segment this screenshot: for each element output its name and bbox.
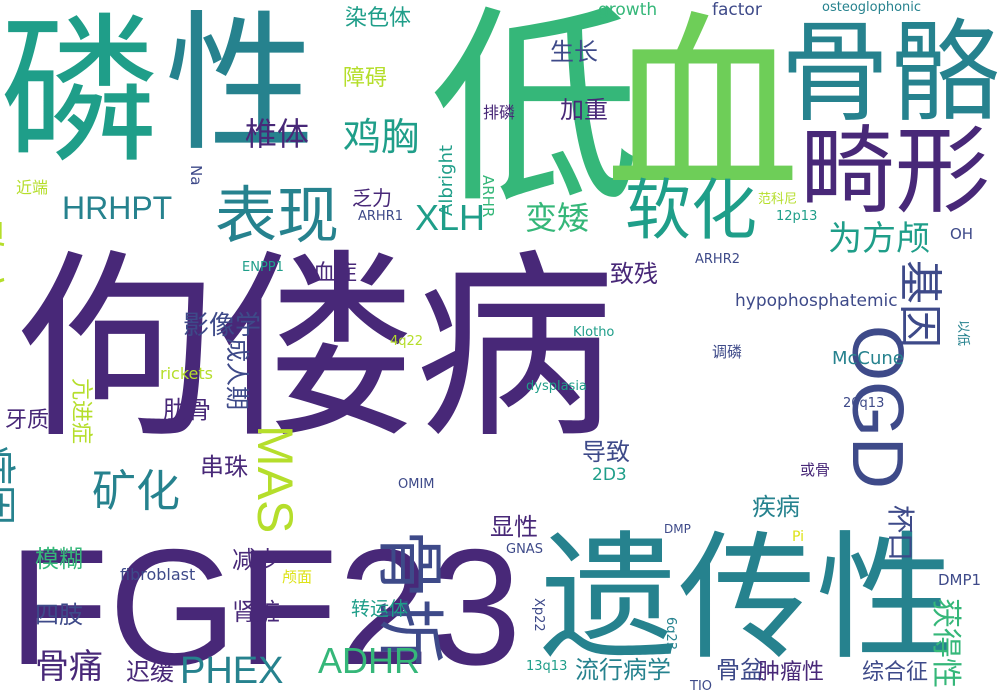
word-显性: 显性 bbox=[490, 513, 538, 541]
word-串珠: 串珠 bbox=[200, 453, 248, 481]
word-成人期: 成人期 bbox=[223, 338, 251, 410]
word-Klotho: Klotho bbox=[573, 325, 615, 340]
word-Pi: Pi bbox=[792, 529, 805, 545]
word-矿化: 矿化 bbox=[92, 466, 180, 517]
word-亢进症: 亢进症 bbox=[68, 378, 93, 445]
word-DMP: DMP bbox=[664, 522, 691, 536]
word-范科尼: 范科尼 bbox=[758, 192, 798, 207]
word-病因: 病因 bbox=[0, 445, 18, 525]
word-fibroblast: fibroblast bbox=[120, 565, 196, 584]
word-ENPP1: ENPP1 bbox=[242, 260, 284, 275]
word-以低: 以低 bbox=[955, 320, 970, 347]
word-肿瘤性: 肿瘤性 bbox=[758, 660, 825, 685]
word-4q22: 4q22 bbox=[390, 334, 424, 349]
word-致病: 致病 bbox=[0, 220, 7, 297]
word-hypophosphatemic: hypophosphatemic bbox=[735, 291, 898, 311]
word-MAS: MAS bbox=[247, 425, 303, 534]
word-血: 血 bbox=[605, 0, 800, 221]
word-迟缓: 迟缓 bbox=[126, 658, 174, 686]
word-表现: 表现 bbox=[215, 179, 340, 252]
word-流行病学: 流行病学 bbox=[575, 656, 671, 684]
word-软化: 软化 bbox=[625, 172, 757, 249]
word-生长: 生长 bbox=[550, 38, 598, 66]
word-遗传性: 遗传性 bbox=[540, 518, 955, 679]
word-或骨: 或骨 bbox=[800, 461, 831, 479]
word-骨盆: 骨盆 bbox=[716, 656, 764, 684]
word-血症: 血症 bbox=[313, 261, 358, 286]
word-导致: 导致 bbox=[582, 438, 630, 466]
word-性: 性 bbox=[165, 0, 316, 172]
word-牙质: 牙质 bbox=[5, 408, 50, 433]
word-ARHR2: ARHR2 bbox=[695, 252, 741, 267]
word-佝偻病: 佝偻病 bbox=[15, 233, 616, 466]
word-2D3: 2D3 bbox=[592, 465, 627, 485]
word-障碍: 障碍 bbox=[343, 66, 388, 91]
word-鸡胸: 鸡胸 bbox=[343, 115, 420, 159]
word-GNAS: GNAS bbox=[506, 542, 543, 557]
word-椎体: 椎体 bbox=[245, 115, 310, 153]
word-为方颅: 为方颅 bbox=[828, 219, 930, 259]
word-模糊: 模糊 bbox=[35, 545, 83, 573]
word-肋骨: 肋骨 bbox=[163, 396, 211, 424]
word-OMIM: OMIM bbox=[398, 477, 435, 492]
word-HRHPT: HRHPT bbox=[62, 190, 173, 226]
word-磷: 磷 bbox=[0, 0, 161, 185]
word-factor: factor bbox=[712, 0, 762, 20]
word-四肢: 四肢 bbox=[35, 601, 83, 629]
word-杯口: 杯口 bbox=[884, 505, 917, 562]
word-PHEX: PHEX bbox=[180, 650, 284, 692]
word-颅面: 颅面 bbox=[282, 568, 313, 586]
word-疾病: 疾病 bbox=[752, 493, 800, 521]
word-获得性: 获得性 bbox=[928, 598, 963, 688]
word-减少: 减少 bbox=[232, 546, 280, 574]
word-变矮: 变矮 bbox=[525, 199, 590, 237]
word-加重: 加重 bbox=[560, 96, 608, 124]
word-调磷: 调磷 bbox=[712, 343, 743, 361]
word-osteoglophonic: osteoglophonic bbox=[822, 0, 922, 15]
word-染色体: 染色体 bbox=[345, 6, 412, 31]
word-13q13: 13q13 bbox=[526, 659, 568, 674]
word-基因: 基因 bbox=[894, 260, 945, 348]
word-dysplasia: dysplasia bbox=[526, 379, 587, 394]
word-12p13: 12p13 bbox=[776, 209, 818, 224]
word-DMP1: DMP1 bbox=[938, 571, 982, 589]
word-综合征: 综合征 bbox=[862, 660, 929, 685]
word-McCune: McCune bbox=[832, 348, 904, 369]
word-低: 低 bbox=[430, 0, 641, 232]
word-ADHR: ADHR bbox=[318, 640, 421, 681]
word-畸形: 畸形 bbox=[800, 117, 991, 227]
word-rickets: rickets bbox=[160, 364, 213, 383]
word-6q23: 6q23 bbox=[663, 617, 678, 651]
word-XLH: XLH bbox=[415, 197, 486, 238]
word-OH: OH bbox=[950, 225, 974, 243]
word-骨痛: 骨痛 bbox=[35, 647, 103, 687]
word-Xp22: Xp22 bbox=[531, 598, 546, 632]
word-20q13: 20q13 bbox=[843, 396, 885, 411]
word-肾脏: 肾脏 bbox=[232, 598, 280, 626]
word-排磷: 排磷 bbox=[483, 103, 516, 122]
word-FGF23: FGF23 bbox=[8, 515, 522, 699]
word-growth: growth bbox=[598, 0, 658, 20]
word-骨骼: 骨骼 bbox=[780, 9, 1000, 137]
word-TIO: TIO bbox=[690, 679, 713, 694]
word-Na: Na bbox=[187, 165, 205, 186]
word-影像学: 影像学 bbox=[183, 311, 262, 341]
word-转运体: 转运体 bbox=[351, 598, 409, 620]
word-Albright: Albright bbox=[436, 144, 457, 216]
word-ARHR1: ARHR1 bbox=[358, 209, 404, 224]
word-致残: 致残 bbox=[610, 260, 658, 288]
word-近端: 近端 bbox=[16, 178, 49, 197]
word-ARHR: ARHR bbox=[479, 175, 497, 218]
word-乏力: 乏力 bbox=[352, 186, 392, 210]
